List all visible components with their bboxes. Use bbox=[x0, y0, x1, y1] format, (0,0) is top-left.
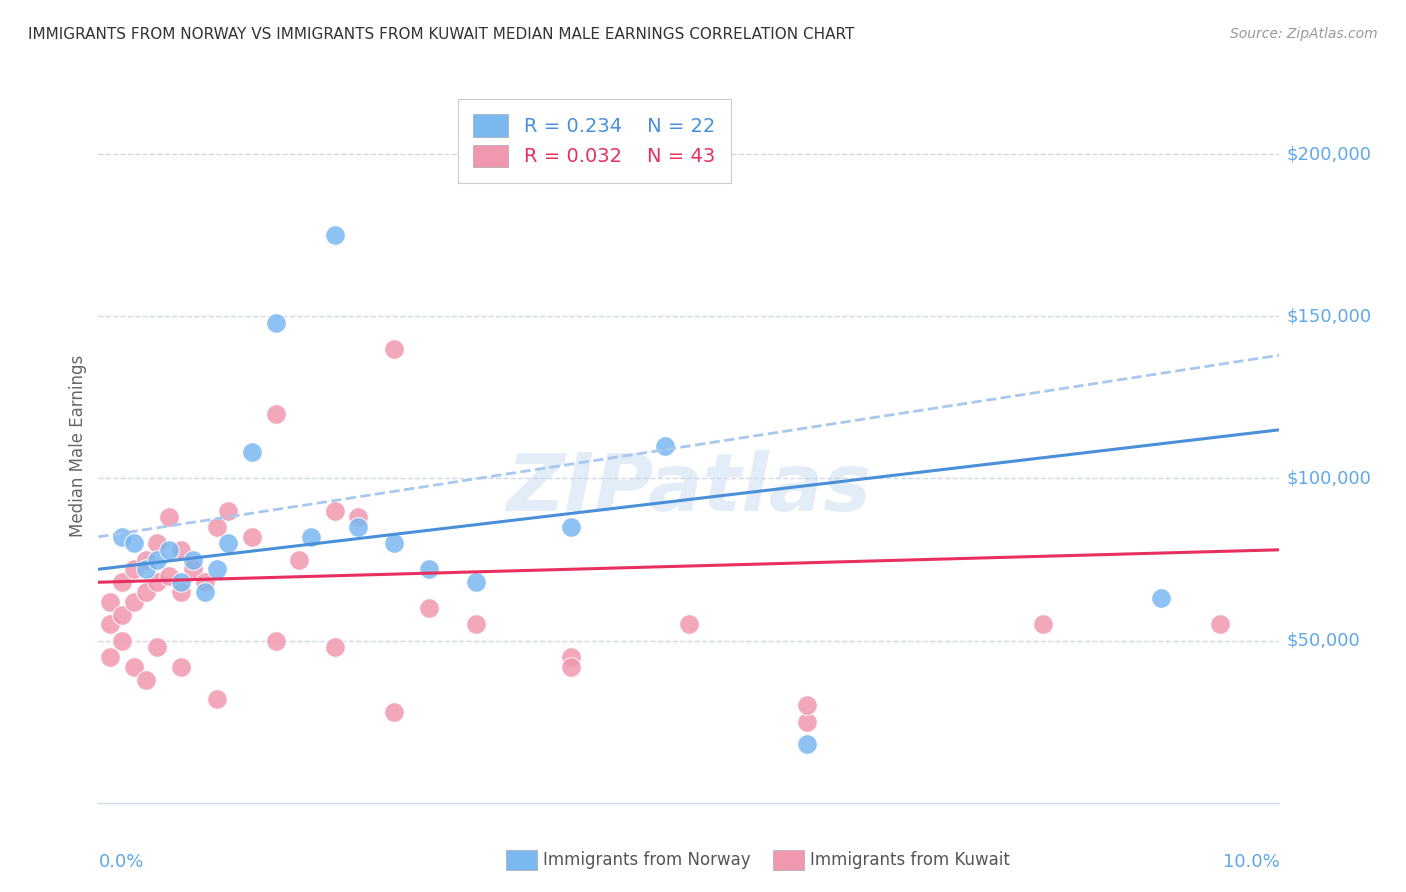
Y-axis label: Median Male Earnings: Median Male Earnings bbox=[69, 355, 87, 537]
Point bbox=[157, 510, 180, 524]
Point bbox=[135, 585, 157, 599]
Point bbox=[146, 536, 169, 550]
Point bbox=[382, 342, 405, 356]
Point bbox=[135, 552, 157, 566]
Point bbox=[264, 316, 287, 330]
Point bbox=[122, 562, 145, 576]
Point bbox=[323, 228, 346, 243]
Point bbox=[560, 659, 582, 673]
Point bbox=[382, 536, 405, 550]
Text: ZIPatlas: ZIPatlas bbox=[506, 450, 872, 528]
Point bbox=[264, 407, 287, 421]
Point bbox=[323, 504, 346, 518]
Point bbox=[323, 640, 346, 654]
Point bbox=[111, 530, 134, 544]
Text: $50,000: $50,000 bbox=[1286, 632, 1360, 649]
Point bbox=[560, 520, 582, 534]
Point bbox=[111, 633, 134, 648]
Text: $200,000: $200,000 bbox=[1286, 145, 1371, 163]
Point bbox=[217, 536, 239, 550]
Point bbox=[122, 536, 145, 550]
Point bbox=[347, 510, 370, 524]
Point bbox=[240, 530, 263, 544]
Point bbox=[181, 552, 204, 566]
Point bbox=[181, 562, 204, 576]
Point bbox=[347, 520, 370, 534]
Point bbox=[135, 673, 157, 687]
Point bbox=[122, 659, 145, 673]
Point bbox=[146, 575, 169, 590]
Point bbox=[264, 633, 287, 648]
Point bbox=[146, 640, 169, 654]
Point bbox=[1209, 617, 1232, 632]
Point bbox=[796, 714, 818, 729]
Point bbox=[98, 595, 121, 609]
Point bbox=[111, 575, 134, 590]
Point bbox=[170, 585, 193, 599]
Point bbox=[796, 698, 818, 713]
Point bbox=[194, 575, 217, 590]
Point bbox=[299, 530, 322, 544]
Point bbox=[98, 617, 121, 632]
Point bbox=[157, 542, 180, 557]
Text: 10.0%: 10.0% bbox=[1223, 853, 1279, 871]
Text: Source: ZipAtlas.com: Source: ZipAtlas.com bbox=[1230, 27, 1378, 41]
Point bbox=[217, 504, 239, 518]
Legend: R = 0.234    N = 22, R = 0.032    N = 43: R = 0.234 N = 22, R = 0.032 N = 43 bbox=[458, 99, 731, 183]
Point bbox=[170, 575, 193, 590]
Point bbox=[288, 552, 311, 566]
Point bbox=[135, 562, 157, 576]
Text: $150,000: $150,000 bbox=[1286, 307, 1372, 326]
Point bbox=[560, 649, 582, 664]
Point bbox=[205, 562, 228, 576]
Point bbox=[240, 445, 263, 459]
Text: Immigrants from Kuwait: Immigrants from Kuwait bbox=[810, 851, 1010, 869]
Text: Immigrants from Norway: Immigrants from Norway bbox=[543, 851, 751, 869]
Point bbox=[1150, 591, 1173, 606]
Point bbox=[465, 575, 488, 590]
Text: $100,000: $100,000 bbox=[1286, 469, 1371, 487]
Text: IMMIGRANTS FROM NORWAY VS IMMIGRANTS FROM KUWAIT MEDIAN MALE EARNINGS CORRELATIO: IMMIGRANTS FROM NORWAY VS IMMIGRANTS FRO… bbox=[28, 27, 855, 42]
Point bbox=[465, 617, 488, 632]
Point bbox=[194, 585, 217, 599]
Point bbox=[122, 595, 145, 609]
Point bbox=[146, 552, 169, 566]
Point bbox=[205, 520, 228, 534]
Point bbox=[678, 617, 700, 632]
Point bbox=[111, 607, 134, 622]
Point bbox=[170, 659, 193, 673]
Point bbox=[796, 738, 818, 752]
Point bbox=[98, 649, 121, 664]
Point bbox=[205, 692, 228, 706]
Text: 0.0%: 0.0% bbox=[98, 853, 143, 871]
Point bbox=[1032, 617, 1054, 632]
Point bbox=[382, 705, 405, 719]
Point bbox=[418, 562, 440, 576]
Point bbox=[418, 601, 440, 615]
Point bbox=[654, 439, 676, 453]
Point bbox=[157, 568, 180, 582]
Point bbox=[170, 542, 193, 557]
